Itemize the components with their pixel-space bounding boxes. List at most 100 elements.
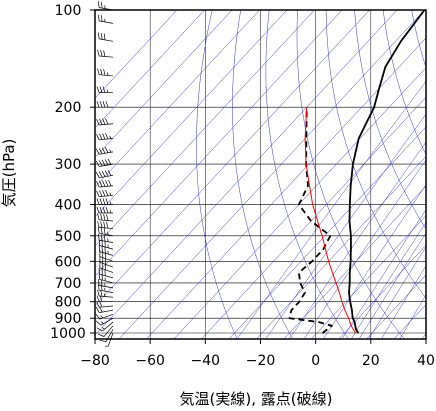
y-tick-label: 600 [55, 254, 82, 270]
wind-barb-flag [99, 133, 103, 140]
y-tick-label: 300 [55, 157, 82, 173]
wind-barb [96, 321, 114, 332]
wind-barb-flag [105, 118, 109, 125]
wind-barb-flag [105, 133, 109, 140]
wind-barb [95, 158, 114, 167]
wind-barb-flag [100, 33, 103, 40]
y-tick-label: 900 [55, 311, 82, 327]
wind-barb-shaft [99, 256, 114, 262]
wind-barb-flag [103, 228, 106, 235]
wind-barb-shaft [99, 285, 114, 289]
x-tick-label: 40 [417, 353, 435, 369]
y-tick-label: 700 [55, 276, 82, 292]
mixing-ratio-line [399, 294, 426, 339]
x-tick-label: −40 [191, 353, 221, 369]
wind-barb-flag [95, 313, 101, 320]
temperature-line [348, 10, 426, 334]
isotherm [146, 37, 426, 339]
wind-barb [96, 301, 114, 308]
wind-barb-shaft [99, 227, 114, 229]
wind-barb-shaft [99, 273, 114, 279]
y-tick-label: 100 [55, 3, 82, 19]
wind-barb [96, 189, 114, 197]
isotherm [338, 244, 426, 339]
wind-barb-flag [107, 169, 112, 176]
wind-barb-flag [99, 180, 103, 187]
dry-adiabat [325, 10, 426, 299]
isotherm [283, 185, 426, 339]
wind-barb-flag [103, 69, 106, 76]
wind-barb [96, 101, 114, 108]
wind-barb-flag [96, 295, 100, 302]
wind-barb [95, 147, 114, 155]
wind-barb [97, 14, 114, 24]
mixing-ratio-line [303, 159, 426, 339]
wind-barb-flag [100, 279, 103, 287]
wind-barb-flag [97, 14, 100, 21]
y-tick-label: 1000 [50, 326, 86, 342]
wind-barb-flag [96, 101, 100, 108]
isotherm [95, 10, 288, 218]
wind-barb-flag [97, 213, 100, 220]
wind-barb-flag [97, 1, 100, 8]
wind-barb-flag [101, 147, 106, 154]
wind-barb [98, 245, 114, 256]
isotherm [393, 304, 426, 339]
y-tick-label: 400 [55, 198, 82, 214]
wind-barb-flag [102, 198, 106, 205]
wind-barb-flag [99, 339, 107, 342]
wind-barb-flag [97, 333, 105, 337]
wind-barb-shaft [99, 38, 114, 42]
isotherm [95, 10, 398, 336]
wind-barb-flag [96, 133, 100, 140]
wind-barb-shaft [99, 232, 114, 237]
mixing-ratio-line [351, 221, 426, 339]
wind-barb-flag [108, 179, 112, 187]
wind-barb [95, 317, 114, 326]
y-axis-title: 気圧(hPa) [0, 139, 18, 208]
isotherm [256, 156, 426, 339]
wind-barb-shaft [103, 325, 114, 337]
wind-barb-flag [103, 33, 106, 40]
wind-barb [95, 306, 114, 313]
wind-barb-flag [95, 306, 100, 313]
x-axis-ticks: −80 −60 −40 −20 0 20 40 [80, 339, 435, 369]
wind-barb-flag [99, 198, 103, 205]
wind-barb-flag [100, 213, 103, 221]
wind-barb [97, 49, 114, 58]
wind-barb-shaft [99, 239, 114, 243]
wind-barb-flag [96, 181, 100, 188]
wind-barb-flag [97, 279, 100, 286]
wind-barb [97, 221, 114, 229]
pressure-gridlines [94, 9, 427, 339]
wind-barb-half-flag [106, 72, 109, 76]
x-axis-title: 気温(実線), 露点(破線) [180, 390, 333, 408]
wind-barb-flag [97, 49, 100, 57]
wind-barb-shaft [99, 245, 114, 250]
isotherm [95, 10, 205, 129]
wind-barb-flag [102, 180, 106, 187]
wind-barb-half-flag [107, 231, 109, 235]
wind-barb-shaft [99, 295, 114, 298]
wind-barb-flag [102, 118, 106, 125]
wind-barb-flag [99, 190, 103, 197]
wind-barb-flag [99, 101, 103, 108]
x-tick-label: 20 [362, 353, 380, 369]
mixing-ratio-line [265, 113, 426, 339]
wind-barb-flag [96, 86, 100, 93]
wind-barb [97, 68, 114, 77]
dry-adiabat [196, 10, 238, 339]
wind-barb-flag [96, 190, 100, 197]
wind-barb [95, 313, 114, 320]
wind-barb-flag [98, 306, 103, 313]
wind-barb-flag [102, 86, 106, 93]
wind-barb-flag [100, 227, 103, 234]
wind-barb-flag [99, 301, 103, 308]
wind-barb-shaft [99, 20, 114, 24]
wind-barb-flag [100, 1, 103, 9]
wind-barb-flag [99, 206, 103, 214]
dry-adiabat [354, 10, 426, 230]
wind-barb [96, 86, 114, 93]
wind-barb-flag [105, 198, 109, 205]
parcel-line [304, 107, 356, 334]
